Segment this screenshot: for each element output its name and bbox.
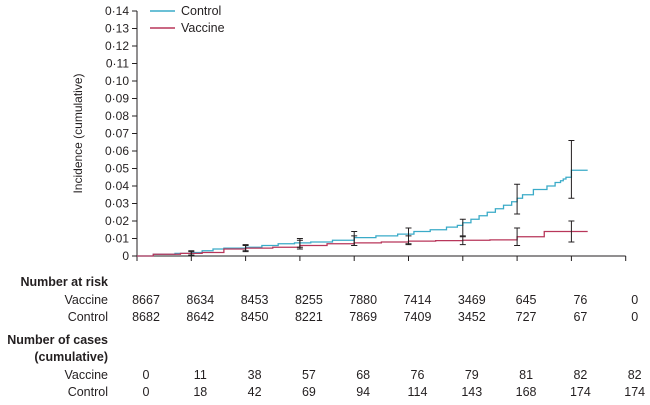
risk-cell: 3469 (458, 293, 486, 307)
risk-cell: 8221 (295, 310, 323, 324)
risk-cell: 8255 (295, 293, 323, 307)
error-bar (188, 251, 195, 256)
plot-area: 0 0·01 0·02 0·03 0·04 0·05 0·06 0·07 0·08 0·09 0·1… (71, 4, 627, 263)
y-tick-label: 0·12 (105, 39, 129, 53)
cases-cell: 94 (356, 385, 370, 399)
error-bar (296, 239, 303, 248)
y-tick-label: 0·07 (105, 127, 129, 141)
y-tick-label: 0·02 (105, 214, 129, 228)
risk-row-label: Control (68, 310, 108, 324)
cases-row-label: Vaccine (64, 368, 108, 382)
risk-cell: 8642 (186, 310, 214, 324)
cases-cell: 76 (411, 368, 425, 382)
cases-cell: 57 (302, 368, 316, 382)
risk-cell: 7409 (404, 310, 432, 324)
y-tick-label: 0·10 (105, 74, 129, 88)
risk-cell: 7880 (349, 293, 377, 307)
y-tick-label: 0·13 (105, 22, 129, 36)
cases-cell: 174 (624, 385, 645, 399)
risk-cell: 8667 (132, 293, 160, 307)
cases-cell: 68 (356, 368, 370, 382)
risk-cell: 727 (516, 310, 537, 324)
cases-cell: 79 (465, 368, 479, 382)
risk-cell: 8634 (186, 293, 214, 307)
cases-cell: 18 (193, 385, 207, 399)
cases-cell: 38 (248, 368, 262, 382)
cases-row-label: Control (68, 385, 108, 399)
error-bar (242, 245, 249, 252)
cases-cell: 114 (408, 385, 428, 399)
error-bar (568, 140, 575, 199)
cases-cell: 11 (194, 368, 207, 382)
cases-cell: 143 (461, 385, 482, 399)
cases-cell: 69 (302, 385, 316, 399)
risk-cell: 8450 (241, 310, 269, 324)
cases-cell: 42 (248, 385, 262, 399)
error-bar (514, 183, 521, 215)
tables-area: Number at risk Vaccine 8667 8634 8453 8255 788… (7, 275, 645, 399)
cases-cell: 174 (570, 385, 591, 399)
error-bar (405, 235, 412, 246)
cases-cell: 82 (628, 368, 642, 382)
risk-cell: 0 (631, 310, 638, 324)
risk-cell: 7869 (349, 310, 377, 324)
y-tick-label: 0·04 (105, 179, 129, 193)
y-tick-label: 0·03 (105, 197, 129, 211)
risk-cell: 0 (631, 293, 638, 307)
error-bar (459, 235, 466, 246)
y-tick-label: 0·14 (105, 4, 129, 18)
error-bar (568, 220, 575, 243)
y-tick-label: 0·09 (105, 92, 129, 106)
cases-table-title: Number of cases (7, 333, 108, 347)
cases-cell: 82 (573, 368, 587, 382)
risk-cell: 8453 (241, 293, 269, 307)
risk-table-title: Number at risk (20, 275, 108, 289)
cases-cell: 81 (519, 368, 533, 382)
y-tick-label: 0·01 (105, 232, 129, 246)
y-tick-label: 0·08 (105, 109, 129, 123)
cases-cell: 168 (516, 385, 537, 399)
error-bar (514, 227, 521, 246)
series-line-control (137, 169, 588, 257)
cases-cell: 0 (143, 385, 150, 399)
legend-label-vaccine: Vaccine (181, 21, 225, 35)
risk-cell: 76 (573, 293, 587, 307)
risk-cell: 645 (516, 293, 537, 307)
legend-label-control: Control (181, 4, 221, 18)
risk-cell: 7414 (404, 293, 432, 307)
error-bar (459, 218, 466, 238)
y-tick-label: 0·06 (105, 144, 129, 158)
risk-cell: 8682 (132, 310, 160, 324)
y-tick-label: 0 (122, 249, 129, 263)
cases-table-subtitle: (cumulative) (34, 350, 108, 364)
y-tick-label: 0·05 (105, 162, 129, 176)
cases-cell: 0 (143, 368, 150, 382)
y-axis-label: Incidence (cumulative) (71, 73, 85, 193)
risk-cell: 3452 (458, 310, 486, 324)
error-bar (351, 235, 358, 246)
risk-row-label: Vaccine (64, 293, 108, 307)
series-line-vaccine (137, 230, 588, 257)
risk-cell: 67 (573, 310, 587, 324)
y-tick-label: 0·11 (106, 57, 129, 71)
